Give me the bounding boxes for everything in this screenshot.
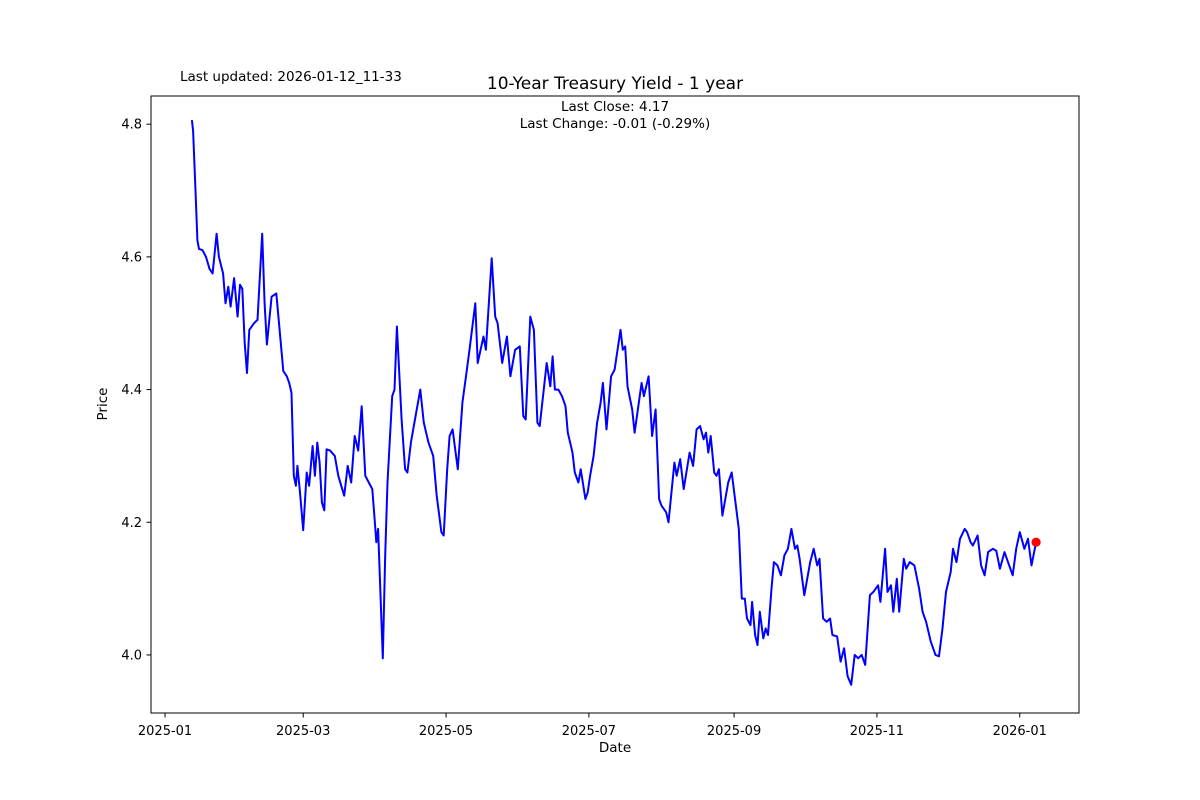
y-axis-label: Price — [95, 388, 111, 421]
y-tick-label: 4.0 — [121, 648, 142, 663]
y-tick-label: 4.4 — [121, 383, 142, 398]
yield-line — [191, 119, 1038, 686]
x-tick-label: 2025-09 — [707, 724, 761, 739]
y-tick-label: 4.8 — [121, 118, 142, 133]
x-tick-label: 2026-01 — [993, 724, 1047, 739]
y-tick-label: 4.6 — [121, 250, 142, 265]
last-updated-text: Last updated: 2026-01-12_11-33 — [180, 69, 402, 85]
x-axis-label: Date — [599, 740, 631, 756]
x-tick-label: 2025-03 — [276, 724, 330, 739]
plot-border — [150, 95, 1080, 714]
x-tick-label: 2025-11 — [850, 724, 904, 739]
x-tick-label: 2025-07 — [562, 724, 616, 739]
last-close-marker — [1031, 537, 1041, 547]
last-close-annotation: Last Close: 4.17 — [561, 99, 669, 115]
x-tick-label: 2025-05 — [419, 724, 473, 739]
y-tick-label: 4.2 — [121, 516, 142, 531]
x-tick-label: 2025-01 — [138, 724, 192, 739]
yield-line-series — [191, 119, 1041, 686]
x-axis-ticks: 2025-01 2025-03 2025-05 2025-07 2025-09 2025-… — [138, 713, 1047, 739]
chart-title: 10-Year Treasury Yield - 1 year — [487, 74, 743, 94]
last-change-annotation: Last Change: -0.01 (-0.29%) — [520, 116, 710, 132]
y-axis-ticks: 4.0 4.2 4.4 4.6 4.8 — [121, 118, 151, 663]
